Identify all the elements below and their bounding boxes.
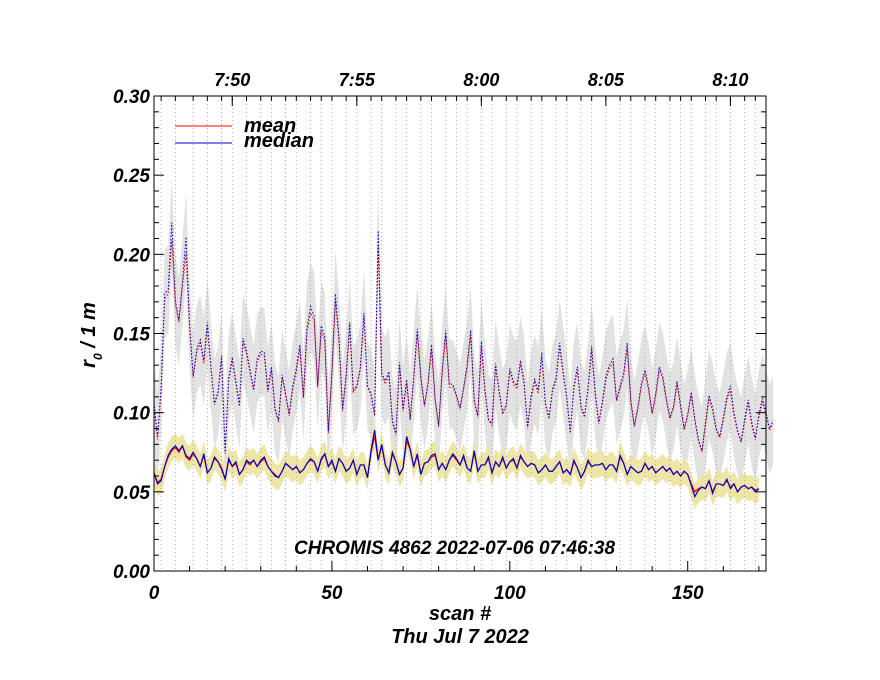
x-tick-label-3: 150 [672, 583, 704, 604]
y-axis-label-main: r [78, 359, 100, 368]
y-tick-label-2: 0.10 [113, 404, 150, 425]
series-line-median-low [153, 429, 760, 499]
annotation-text: CHROMIS 4862 2022-07-06 07:46:38 [294, 538, 616, 559]
y-axis-label-sub: 0 [91, 353, 105, 360]
top-tick-label-0: 7:50 [214, 70, 250, 90]
y-axis-label: r0 / 1 m [78, 302, 105, 368]
legend: mean median [175, 115, 314, 152]
x-tick-label-1: 50 [321, 583, 343, 604]
ticks-layer [153, 95, 766, 572]
x-axis-label: scan # [429, 603, 492, 625]
labels-layer: 0.00 0.05 0.10 0.15 0.20 0.25 0.30 0 50 100 150 7:5… [113, 70, 748, 604]
band-layer [154, 178, 774, 510]
y-tick-label-3: 0.15 [113, 325, 150, 346]
band-high [154, 178, 774, 497]
y-tick-label-5: 0.25 [113, 166, 150, 187]
y-axis-label-rest: / 1 m [78, 302, 100, 353]
x-tick-label-0: 0 [149, 583, 160, 604]
band-low [154, 417, 759, 510]
top-tick-label-2: 8:00 [463, 70, 499, 90]
series-layer [153, 222, 774, 499]
x-axis-date: Thu Jul 7 2022 [391, 626, 529, 648]
y-tick-label-0: 0.00 [113, 562, 150, 583]
top-tick-label-3: 8:05 [588, 70, 625, 90]
y-tick-label-6: 0.30 [113, 87, 150, 108]
series-line-median-high [153, 222, 774, 453]
y-tick-label-4: 0.20 [113, 245, 150, 266]
x-tick-label-2: 100 [494, 583, 526, 604]
legend-label-median: median [244, 130, 314, 152]
legend-label-mean: mean [244, 115, 296, 137]
y-tick-label-1: 0.05 [113, 483, 150, 504]
top-tick-label-1: 7:55 [339, 70, 376, 90]
top-tick-label-4: 8:10 [712, 70, 748, 90]
